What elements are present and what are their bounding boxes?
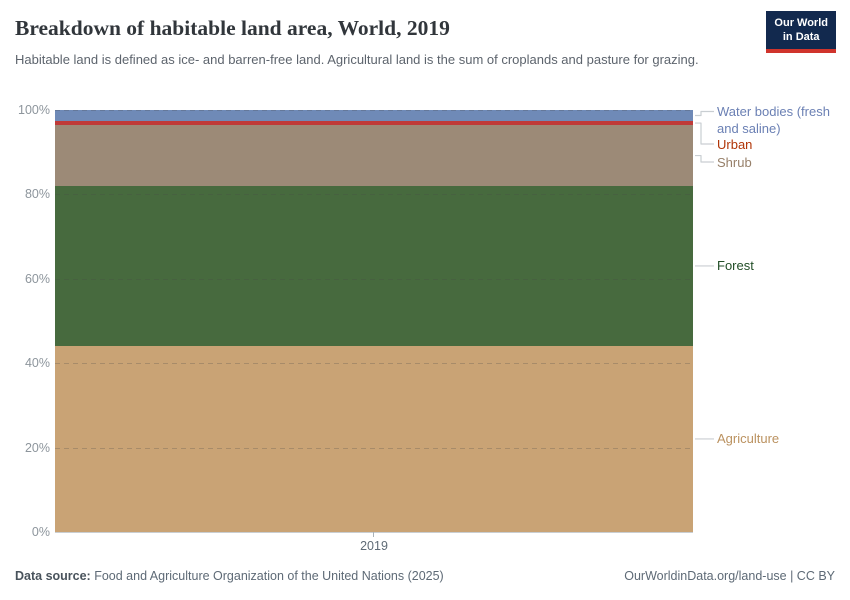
plot-area [55, 110, 693, 532]
label-connector-shrub [695, 154, 714, 163]
x-axis-tick [373, 532, 374, 537]
data-source: Data source: Food and Agriculture Organi… [15, 569, 444, 583]
y-axis-tick-label-40: 40% [24, 356, 50, 371]
bar-segment-shrub[interactable] [55, 125, 693, 186]
data-source-text: Food and Agriculture Organization of the… [90, 569, 444, 583]
label-connectors [695, 110, 714, 440]
bar-segment-agriculture[interactable] [55, 345, 693, 532]
y-axis-tick-label-0: 0% [31, 525, 50, 539]
page-title: Breakdown of habitable land area, World,… [15, 16, 450, 40]
x-axis-tick-label: 2019 [360, 539, 388, 553]
y-axis-tick-label-100: 100% [18, 103, 50, 117]
owid-logo-line2: in Data [782, 31, 820, 44]
gridline-100 [55, 110, 693, 111]
y-axis: 0% 20% 40% 60% 80% 100% [0, 103, 50, 539]
gridline-80 [55, 194, 693, 196]
page-subtitle: Habitable land is defined as ice- and ba… [15, 52, 699, 67]
gridline-20 [55, 447, 693, 449]
bar-segment-forest[interactable] [55, 185, 693, 346]
gridline-60 [55, 278, 693, 280]
y-axis-tick-label-20: 20% [24, 440, 50, 455]
series-label-forest[interactable]: Forest [717, 258, 754, 274]
series-label-water-bodies-fresh-and-saline[interactable]: Water bodies (fresh and saline) [717, 104, 830, 136]
data-source-label: Data source: [15, 569, 91, 583]
label-connector-urban [695, 122, 714, 145]
series-label-agriculture[interactable]: Agriculture [717, 431, 780, 447]
chart-footer: Data source: Food and Agriculture Organi… [15, 569, 835, 583]
label-connector-water-bodies-fresh-and-saline [695, 110, 714, 117]
bar-segment-urban[interactable] [55, 120, 693, 126]
license-note: OurWorldinData.org/land-use | CC BY [624, 569, 835, 583]
y-axis-tick-label-60: 60% [24, 271, 50, 286]
owid-logo-line1: Our World [774, 17, 828, 29]
series-label-shrub[interactable]: Shrub [717, 154, 752, 170]
y-axis-tick-label-80: 80% [24, 187, 50, 202]
gridline-40 [55, 363, 693, 365]
owid-logo: Our World in Data [766, 11, 836, 53]
bar-segment-water-bodies-fresh-and-saline[interactable] [55, 110, 693, 121]
x-axis-line [55, 532, 693, 533]
series-label-urban[interactable]: Urban [717, 136, 753, 152]
